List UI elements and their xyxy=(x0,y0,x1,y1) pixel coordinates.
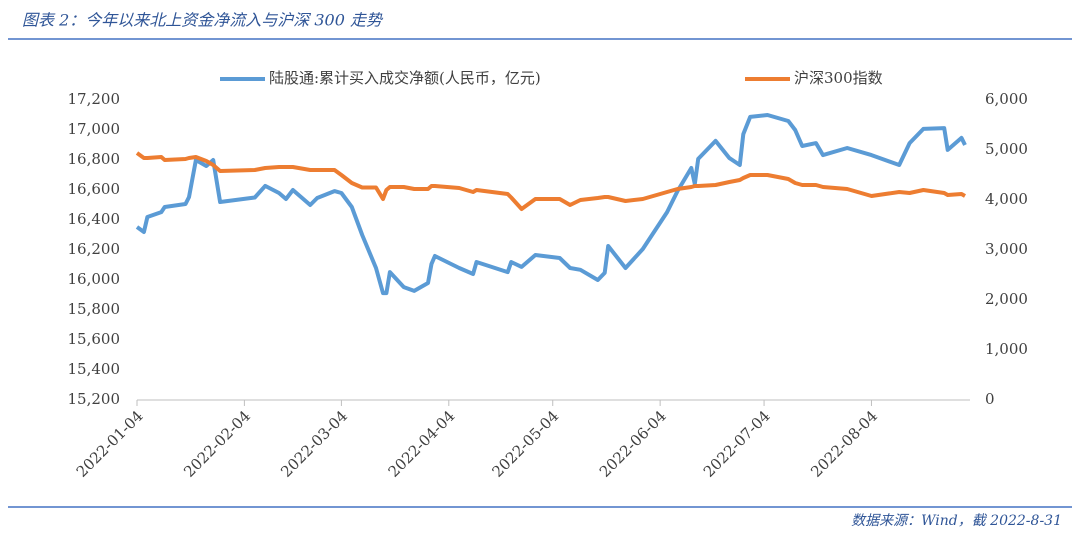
y-tick-label: 16,200 xyxy=(68,240,121,258)
x-tick-label: 2022-07-04 xyxy=(700,407,774,481)
legend-label: 陆股通:累计买入成交净额(人民币，亿元) xyxy=(269,69,541,87)
y-tick-label: 15,800 xyxy=(68,300,121,318)
y-tick-label: 17,000 xyxy=(68,120,121,138)
y2-tick-label: 6,000 xyxy=(985,90,1028,108)
y-tick-label: 16,400 xyxy=(68,210,121,228)
y-tick-label: 17,200 xyxy=(68,90,121,108)
x-tick-label: 2022-04-04 xyxy=(385,407,459,481)
source-note: 数据来源：Wind，截 2022-8-31 xyxy=(851,513,1062,529)
x-tick-label: 2022-05-04 xyxy=(489,407,563,481)
y2-tick-label: 2,000 xyxy=(985,290,1028,308)
x-tick-label: 2022-01-04 xyxy=(73,407,147,481)
chart-title: 图表 2：今年以来北上资金净流入与沪深 300 走势 xyxy=(22,11,384,30)
y-tick-label: 15,400 xyxy=(68,360,121,378)
y2-tick-label: 3,000 xyxy=(985,240,1028,258)
y2-tick-label: 1,000 xyxy=(985,340,1028,358)
y2-tick-label: 5,000 xyxy=(985,140,1028,158)
x-tick-label: 2022-06-04 xyxy=(596,407,670,481)
y-tick-label: 16,600 xyxy=(68,180,121,198)
x-tick-label: 2022-08-04 xyxy=(807,407,881,481)
legend-label: 沪深300指数 xyxy=(794,69,883,87)
x-tick-label: 2022-02-04 xyxy=(180,407,254,481)
y-tick-label: 15,200 xyxy=(68,390,121,408)
y-tick-label: 15,600 xyxy=(68,330,121,348)
x-tick-label: 2022-03-04 xyxy=(277,407,351,481)
y2-tick-label: 4,000 xyxy=(985,190,1028,208)
series-line xyxy=(135,113,967,296)
y2-tick-label: 0 xyxy=(985,390,995,408)
y-tick-label: 16,000 xyxy=(68,270,121,288)
y-tick-label: 16,800 xyxy=(68,150,121,168)
series-line xyxy=(135,151,966,211)
